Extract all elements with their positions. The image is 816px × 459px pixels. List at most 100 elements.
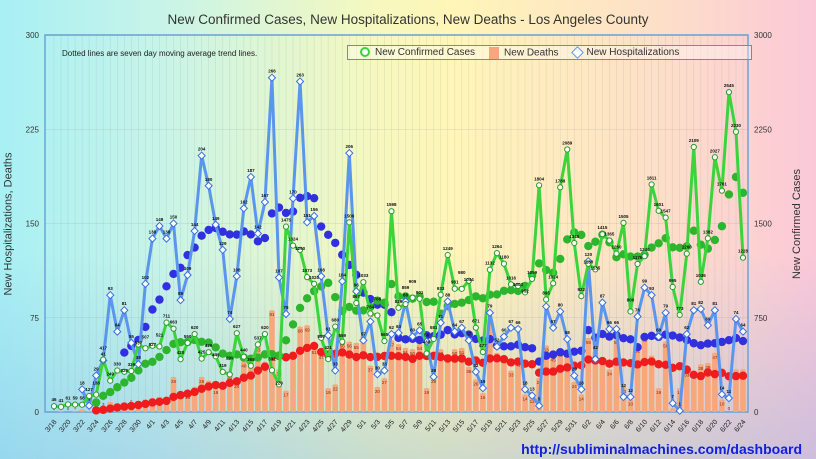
death-moving-average-dot xyxy=(288,351,298,361)
death-bar xyxy=(332,384,339,412)
death-moving-average-dot xyxy=(190,387,199,397)
death-value-label: 28 xyxy=(431,379,437,384)
death-moving-average-dot xyxy=(281,353,291,362)
cases-value-label: 1324 xyxy=(288,237,299,242)
death-moving-average-dot xyxy=(408,354,417,364)
death-bar xyxy=(606,369,613,412)
hospitalization-point xyxy=(267,73,277,82)
cases-value-label: 1036 xyxy=(696,273,707,278)
cases-value-label: 521 xyxy=(156,333,164,338)
hospitalization-point xyxy=(457,323,467,333)
cases-point xyxy=(655,207,662,214)
x-tick-label: 4/21 xyxy=(283,419,297,434)
cases-point xyxy=(578,293,585,300)
hospitalization-moving-average-dot xyxy=(598,329,607,339)
death-bar xyxy=(233,381,240,412)
cases-moving-average-dot xyxy=(323,278,333,288)
death-moving-average-dot xyxy=(148,398,157,407)
death-moving-average-dot xyxy=(696,371,706,381)
cases-moving-average-dot xyxy=(113,383,122,392)
cases-moving-average-dot xyxy=(471,292,481,301)
hospitalization-moving-average-dot xyxy=(668,331,677,340)
cases-value-label: 933 xyxy=(437,286,445,291)
x-tick-label: 4/27 xyxy=(326,419,340,434)
death-moving-average-dot xyxy=(647,357,656,366)
x-tick-label: 5/25 xyxy=(522,419,536,434)
cases-value-label: 417 xyxy=(99,346,107,351)
dashboard-link[interactable]: http://subliminalmachines.com/dashboard xyxy=(521,441,802,457)
hospitalization-moving-average-dot xyxy=(647,331,656,341)
hospitalization-moving-average-dot xyxy=(267,209,277,218)
cases-point xyxy=(648,181,655,188)
death-value-label: 45 xyxy=(551,357,557,362)
cases-point xyxy=(360,279,367,286)
death-bar xyxy=(740,369,746,412)
hospitalization-point xyxy=(218,245,227,255)
hospitalization-value-label: 151 xyxy=(303,213,311,218)
cases-point xyxy=(100,356,107,363)
hospitalization-moving-average-dot xyxy=(295,193,305,203)
cases-value-label: 565 xyxy=(381,332,389,337)
death-bar xyxy=(508,370,514,412)
cases-value-label: 58 xyxy=(80,396,86,401)
cases-moving-average-dot xyxy=(478,294,488,303)
death-bar xyxy=(311,347,317,412)
death-bar xyxy=(395,344,402,412)
death-moving-average-dot xyxy=(183,389,192,398)
hospitalization-point xyxy=(274,273,284,282)
cases-value-label: 2089 xyxy=(562,140,573,145)
cases-moving-average-dot xyxy=(654,239,663,248)
x-tick-label: 4/5 xyxy=(173,419,185,431)
death-bar xyxy=(367,365,374,412)
death-moving-average-dot xyxy=(345,350,354,359)
hospitalization-moving-average-dot xyxy=(246,230,256,239)
hospitalization-moving-average-dot xyxy=(197,231,206,240)
death-bar xyxy=(515,360,521,412)
death-moving-average-dot xyxy=(394,351,403,361)
hospitalization-value-label: 206 xyxy=(346,144,354,149)
death-bar xyxy=(248,361,254,412)
cases-value-label: 1135 xyxy=(590,265,600,270)
cases-point xyxy=(451,285,458,292)
cases-value-label: 1180 xyxy=(499,255,509,260)
death-bar xyxy=(669,408,676,412)
death-bar xyxy=(423,388,430,412)
death-moving-average-dot xyxy=(162,396,171,406)
hospitalization-point xyxy=(689,305,699,315)
cases-point xyxy=(620,219,627,226)
death-moving-average-dot xyxy=(464,357,474,366)
hospitalization-point xyxy=(225,314,235,324)
y-tick-left: 300 xyxy=(26,31,40,40)
cases-value-label: 680 xyxy=(331,318,339,323)
x-tick-label: 5/3 xyxy=(370,419,382,431)
hospitalization-moving-average-dot xyxy=(724,335,734,345)
cases-value-label: 1020 xyxy=(309,275,320,280)
death-value-label: 50 xyxy=(410,351,416,356)
hospitalization-moving-average-dot xyxy=(520,342,530,352)
hospitalization-moving-average-dot xyxy=(626,335,635,344)
death-bar xyxy=(627,399,634,412)
hospitalization-value-label: 88 xyxy=(403,292,409,297)
hospitalization-value-label: 61 xyxy=(326,326,332,331)
hospitalization-value-label: 167 xyxy=(261,193,269,198)
cases-point xyxy=(627,308,634,315)
death-bar xyxy=(655,388,662,412)
hospitalization-value-label: 60 xyxy=(501,328,507,333)
death-moving-average-dot xyxy=(99,405,108,415)
hospitalization-value-label: 7 xyxy=(671,394,674,399)
death-moving-average-dot xyxy=(309,341,319,351)
hospitalization-point xyxy=(246,172,256,182)
hospitalization-value-label: 60 xyxy=(656,328,662,333)
hospitalization-moving-average-dot xyxy=(415,335,424,345)
death-moving-average-dot xyxy=(703,368,713,377)
cases-moving-average-dot xyxy=(506,286,516,295)
cases-point xyxy=(641,253,648,260)
cases-value-label: 476 xyxy=(205,343,213,348)
x-tick-label: 6/24 xyxy=(733,419,747,434)
hospitalization-value-label: 88 xyxy=(445,292,451,297)
cases-value-label: 550 xyxy=(184,334,192,339)
cases-moving-average-dot xyxy=(450,299,459,309)
death-value-label: 19 xyxy=(656,390,662,395)
hospitalization-moving-average-dot xyxy=(640,332,649,342)
hospitalization-value-label: 80 xyxy=(558,302,564,307)
